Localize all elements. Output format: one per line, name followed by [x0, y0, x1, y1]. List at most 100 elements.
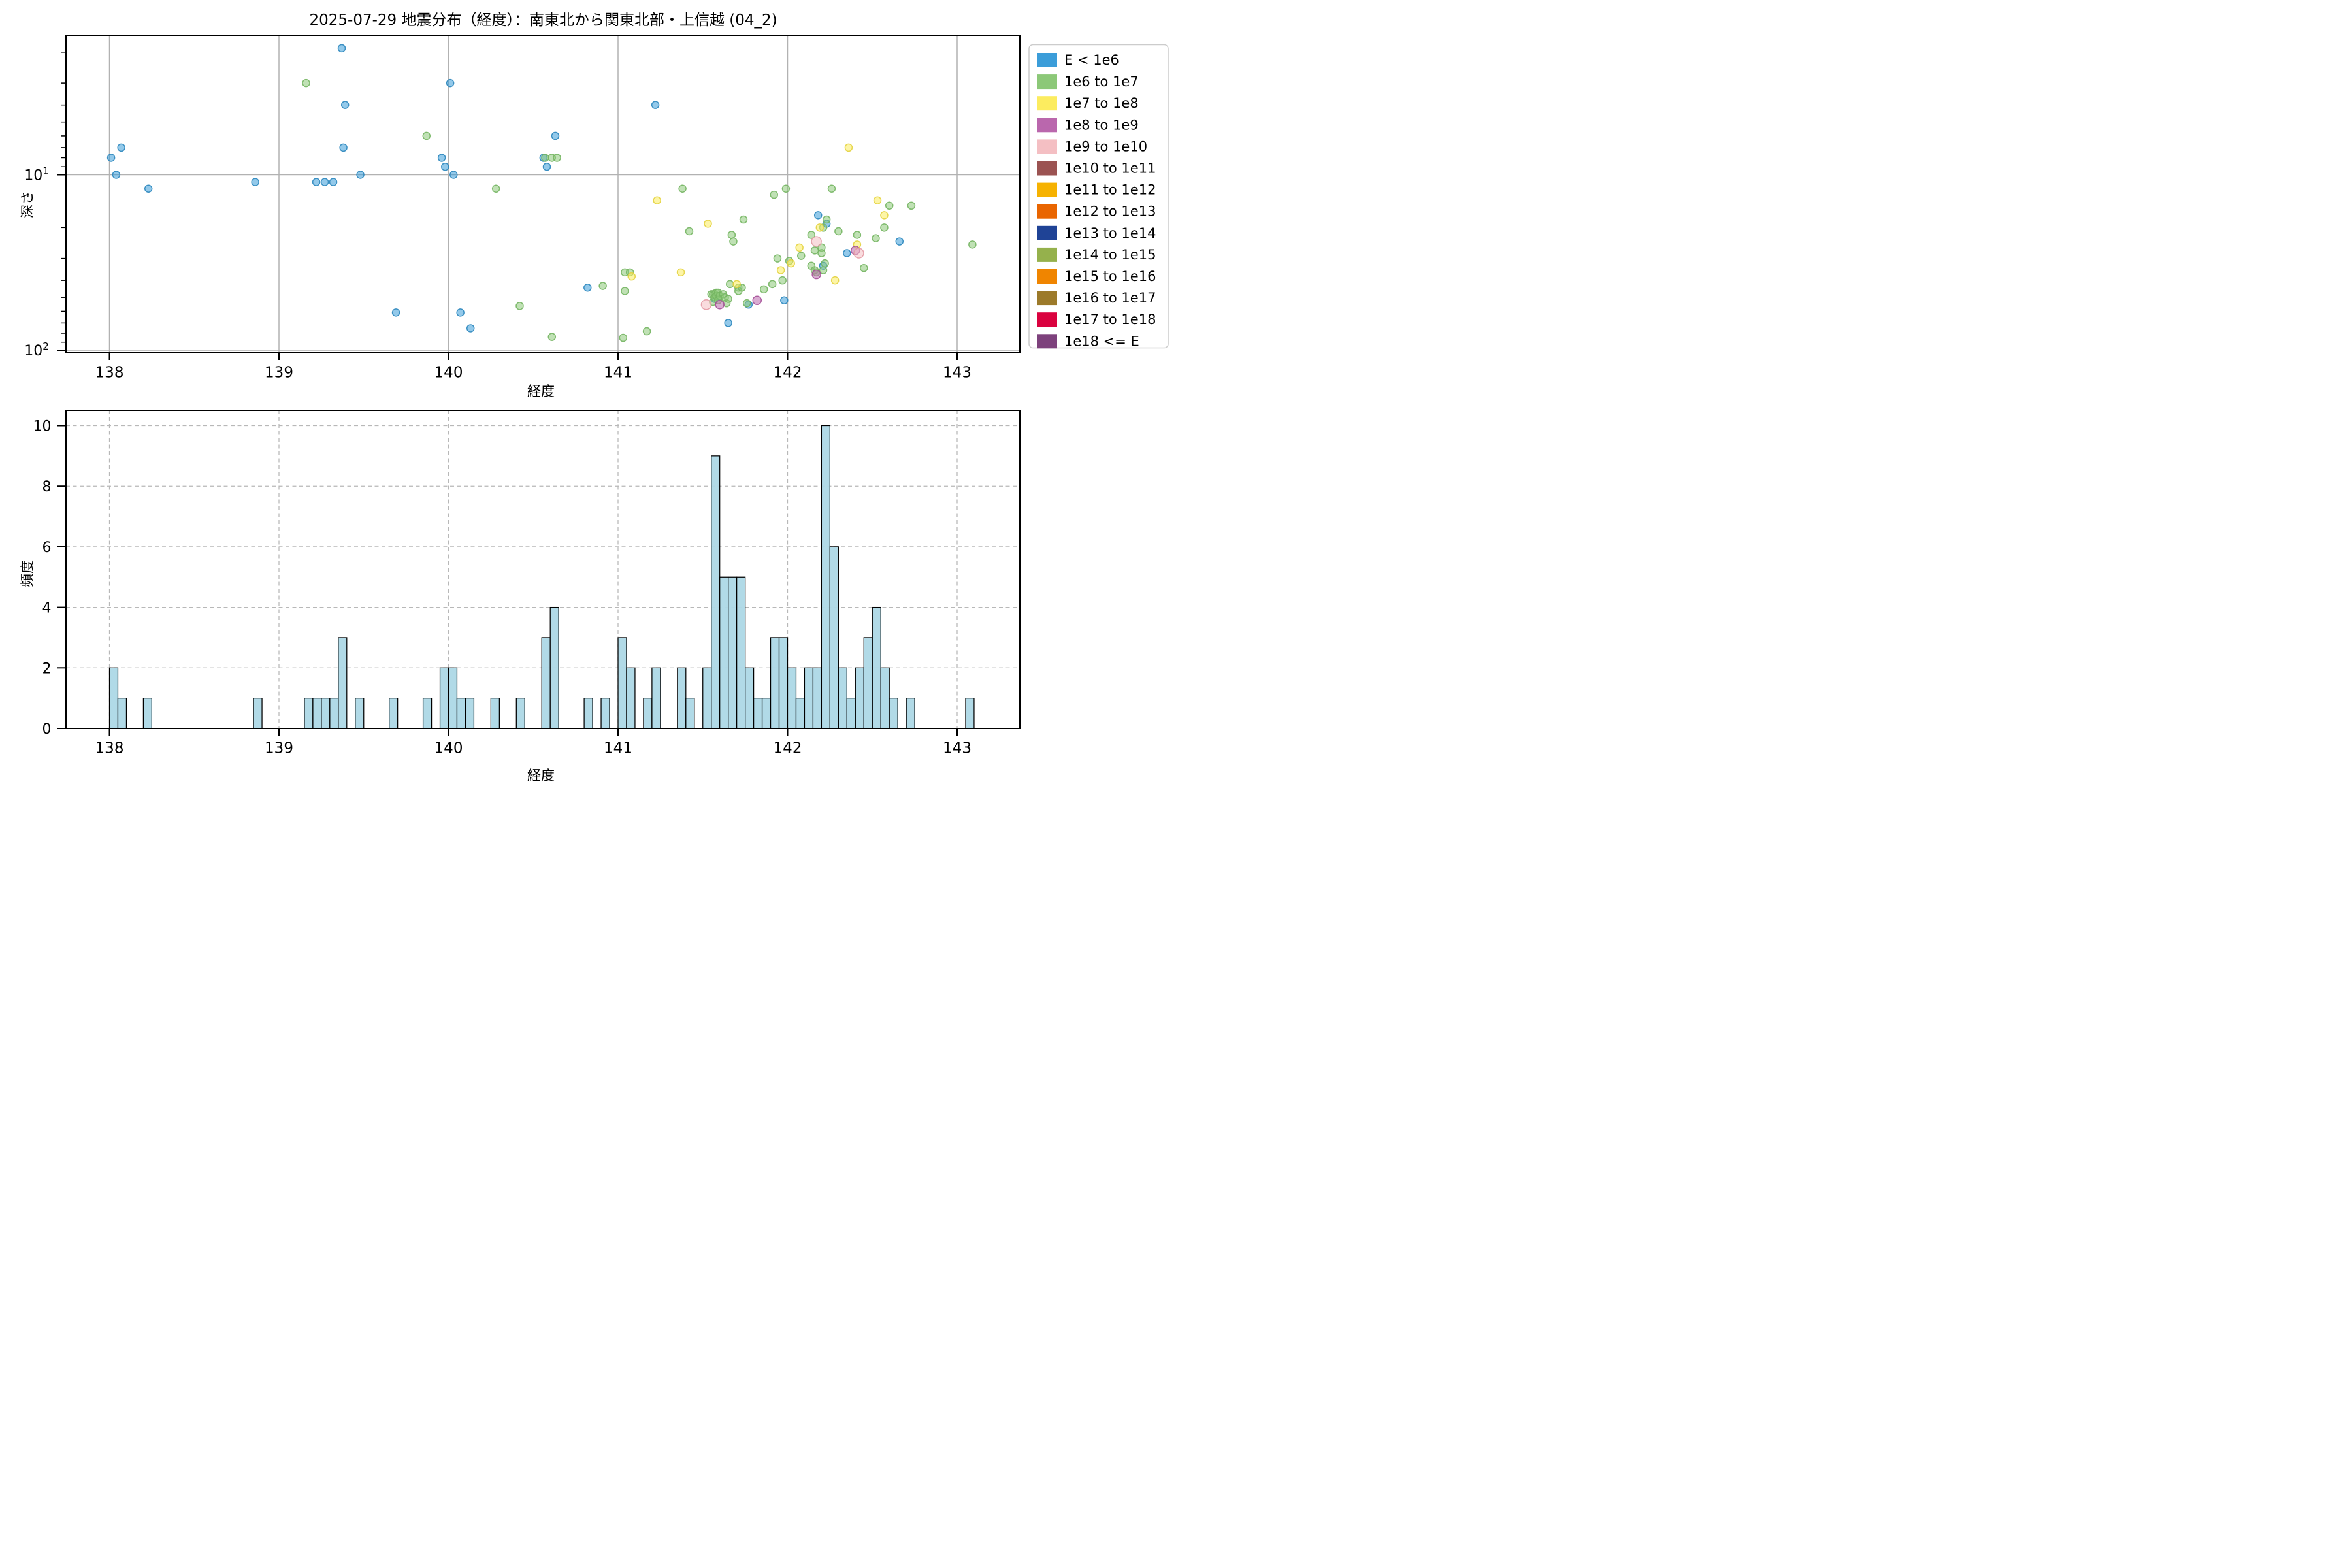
- scatter-point: [491, 184, 500, 193]
- scatter-point: [356, 171, 365, 179]
- legend: E < 1e6 1e6 to 1e7 1e7 to 1e8 1e8 to 1e9 1e9…: [1028, 44, 1169, 349]
- y-tick-label: 101: [24, 165, 49, 184]
- histogram-bar: [321, 698, 331, 729]
- scatter-point: [742, 299, 751, 308]
- histogram-bar: [753, 698, 763, 729]
- scatter-plot: 138 139 140 141 142 143 101 102: [24, 35, 1021, 382]
- legend-swatch: [1037, 247, 1057, 262]
- legend-item: 1e18 <= E: [1037, 333, 1139, 349]
- histogram-bar: [600, 698, 610, 729]
- scatter-point: [732, 280, 741, 289]
- scatter-point: [827, 184, 836, 193]
- scatter-point: [621, 287, 629, 295]
- histogram-bar: [583, 698, 593, 729]
- histogram-bar: [541, 637, 551, 729]
- legend-label: 1e11 to 1e12: [1064, 182, 1156, 198]
- histogram-bar: [626, 667, 636, 729]
- histogram-bar: [846, 698, 856, 729]
- scatter-point: [752, 295, 762, 305]
- top-x-axis-label: 経度: [527, 384, 555, 400]
- legend-swatch: [1037, 269, 1057, 284]
- histogram-bar: [456, 698, 466, 729]
- scatter-point: [422, 131, 431, 140]
- legend-label: 1e6 to 1e7: [1064, 74, 1139, 90]
- scatter-point: [853, 231, 862, 239]
- legend-swatch: [1037, 334, 1057, 349]
- scatter-series-1e6-to-1e7: [302, 78, 977, 342]
- legend-swatch: [1037, 96, 1057, 111]
- scatter-point: [773, 254, 782, 263]
- legend-swatch: [1037, 118, 1057, 133]
- legend-item: 1e11 to 1e12: [1037, 182, 1156, 198]
- scatter-point: [700, 299, 712, 310]
- y-tick-label: 4: [42, 600, 52, 617]
- scatter-point: [807, 231, 816, 239]
- histogram-bar: [549, 606, 559, 729]
- histogram-bar: [855, 667, 864, 729]
- legend-label: E < 1e6: [1064, 52, 1119, 68]
- histogram-bar: [142, 698, 152, 729]
- bottom-x-axis-label: 経度: [527, 768, 555, 784]
- histogram-bar: [117, 698, 127, 729]
- legend-item: E < 1e6: [1037, 52, 1119, 68]
- legend-item: 1e13 to 1e14: [1037, 225, 1156, 241]
- histogram-bar: [389, 698, 399, 729]
- legend-item: 1e6 to 1e7: [1037, 74, 1139, 90]
- legend-label: 1e17 to 1e18: [1064, 312, 1156, 327]
- scatter-point: [651, 101, 660, 109]
- legend-label: 1e12 to 1e13: [1064, 204, 1156, 220]
- histogram-bar: [711, 455, 721, 729]
- legend-label: 1e14 to 1e15: [1064, 247, 1156, 263]
- scatter-point: [780, 296, 789, 304]
- histogram-bar: [838, 667, 847, 729]
- scatter-point: [853, 248, 864, 259]
- histogram-bar: [439, 667, 449, 729]
- scatter-point: [547, 333, 557, 341]
- scatter-point: [768, 280, 777, 289]
- bottom-y-axis-label: 頻度: [19, 559, 35, 587]
- legend-label: 1e7 to 1e8: [1064, 95, 1139, 111]
- legend-swatch: [1037, 161, 1057, 176]
- legend-frame: [1028, 44, 1169, 349]
- legend-label: 1e8 to 1e9: [1064, 117, 1139, 133]
- histogram-bar: [685, 698, 695, 729]
- histogram-bar: [761, 698, 772, 729]
- scatter-point: [466, 324, 475, 333]
- x-tick-label: 138: [95, 365, 124, 382]
- scatter-point: [515, 302, 524, 310]
- legend-swatch: [1037, 291, 1057, 306]
- scatter-point: [715, 300, 725, 310]
- x-tick-label: 140: [434, 365, 463, 382]
- y-tick-label: 102: [24, 340, 49, 359]
- histogram-bar: [812, 667, 823, 729]
- histogram-bar: [745, 667, 755, 729]
- scatter-series-E-1e6: [106, 44, 904, 333]
- chart-title: 2025-07-29 地震分布（経度）：南東北から関東北部・上信越 (04_2): [309, 11, 777, 29]
- scatter-point: [729, 237, 738, 246]
- histogram-bar: [795, 698, 806, 729]
- top-y-axis-label: 深さ: [19, 190, 35, 218]
- histogram-bar: [821, 425, 831, 729]
- x-tick-label: 141: [604, 740, 632, 757]
- histogram-bar: [515, 698, 525, 729]
- histogram-bar: [490, 698, 500, 729]
- scatter-point: [880, 223, 889, 232]
- x-tick-label: 143: [943, 365, 972, 382]
- legend-label: 1e15 to 1e16: [1064, 269, 1156, 284]
- scatter-point: [449, 171, 458, 179]
- histogram-plot: 138 139 140 141 142 143 0 2 4 6 8 10: [33, 410, 1021, 757]
- scatter-point: [642, 327, 651, 336]
- scatter-point: [817, 249, 826, 257]
- scatter-point: [112, 171, 121, 179]
- scatter-point: [895, 237, 904, 246]
- x-tick-label: 139: [265, 740, 293, 757]
- scatter-point: [813, 211, 823, 220]
- scatter-point: [759, 285, 768, 294]
- legend-label: 1e9 to 1e10: [1064, 139, 1147, 154]
- scatter-point: [678, 184, 687, 193]
- scatter-point: [583, 284, 592, 292]
- top-plot-frame: [65, 35, 1021, 353]
- scatter-point: [811, 269, 821, 280]
- x-tick-label: 140: [434, 740, 463, 757]
- scatter-point: [441, 162, 449, 171]
